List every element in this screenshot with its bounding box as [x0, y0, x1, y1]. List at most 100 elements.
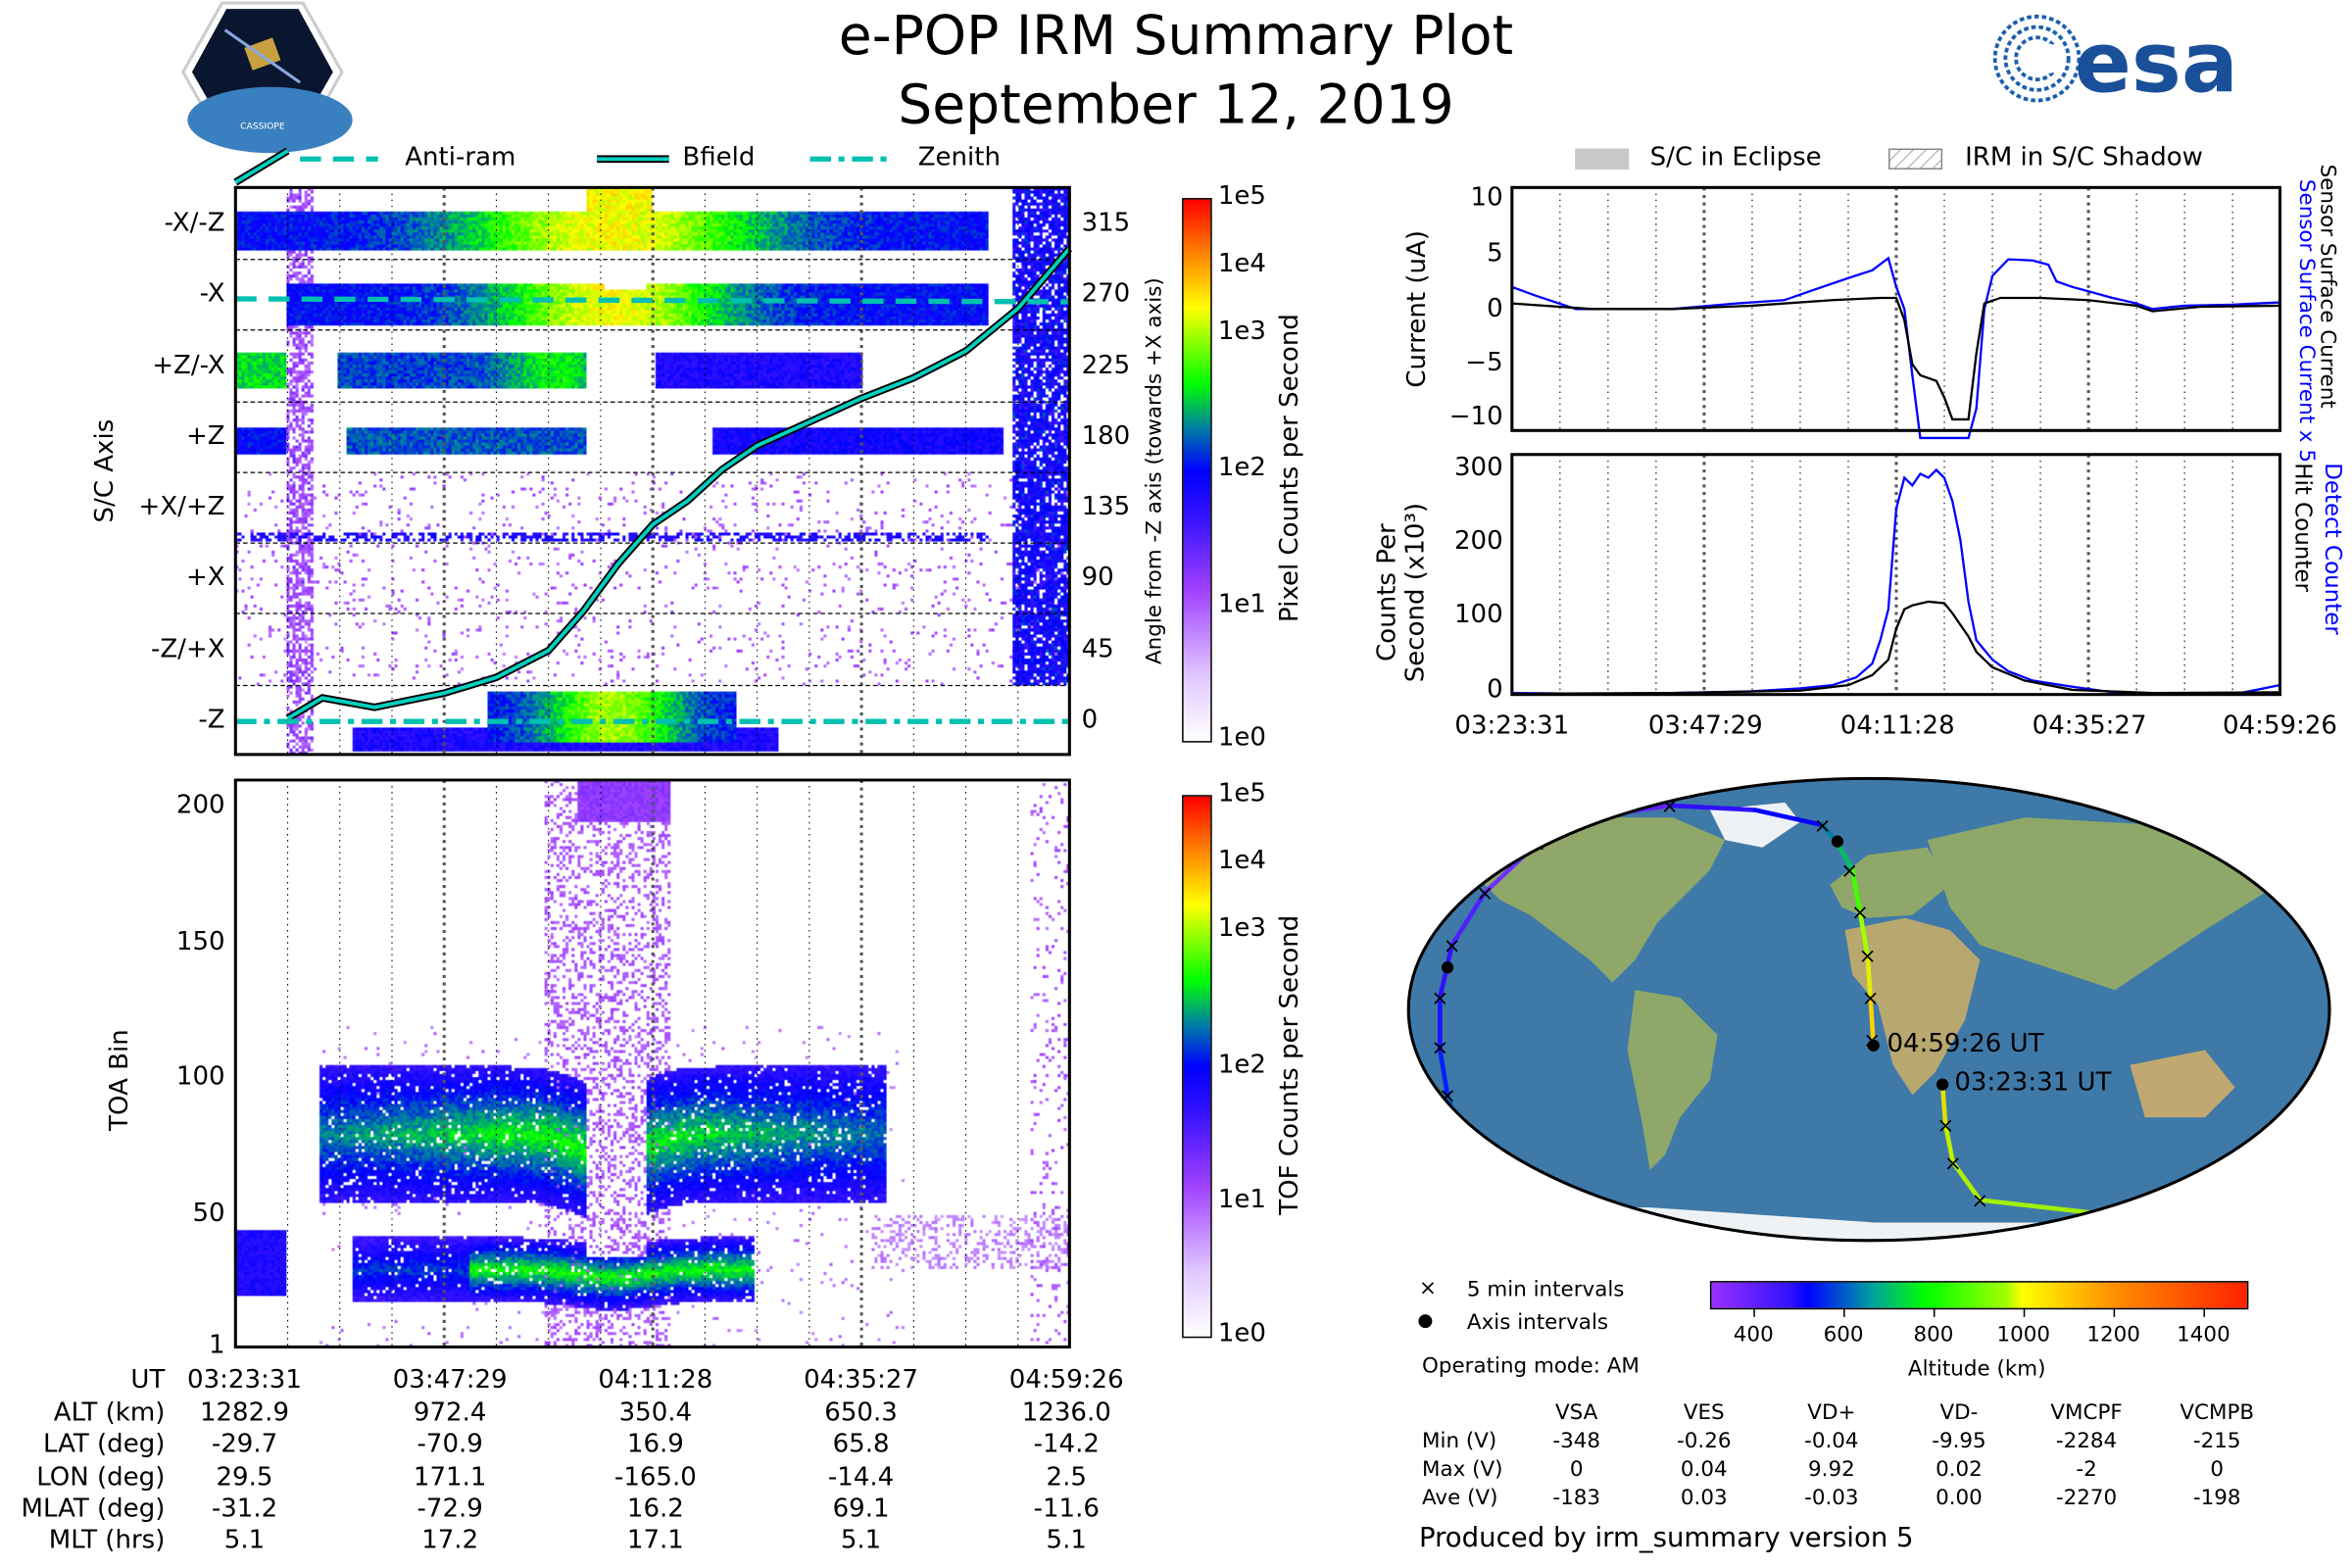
axis-interval-marker-icon [2215, 1186, 2228, 1199]
info-cell: 2.5 [1046, 1462, 1087, 1493]
pixel-colorbar-tick-label: 1e4 [1217, 249, 1266, 279]
current-plot [1511, 187, 2280, 440]
five-min-marker-icon: × [1431, 987, 1448, 1011]
tof-colorbar-tick-label: 1e2 [1217, 1050, 1266, 1081]
current-tick-label: 0 [1487, 293, 1503, 324]
counts-ylabel-line2: Second (x10³) [1400, 502, 1432, 683]
info-cell: 972.4 [413, 1397, 487, 1429]
legend-zenith: Zenith [917, 142, 1001, 173]
five-min-marker-icon: × [1450, 1132, 1468, 1156]
sc-axis-tick-label: -Z/+X [150, 634, 225, 665]
altitude-tick-label: 1400 [2177, 1322, 2230, 1348]
tof-colorbar-tick-label: 1e1 [1217, 1185, 1266, 1215]
tof-counts-colorbar [1182, 795, 1212, 1339]
orbit-track-segment [1667, 803, 1758, 812]
five-min-marker-icon: × [1944, 1152, 1962, 1176]
info-cell: 5.1 [223, 1525, 266, 1556]
voltage-cell: -0.03 [1804, 1486, 1859, 1511]
toa-bin-label: TOA Bin [105, 1029, 135, 1131]
voltage-cell: 0.02 [1936, 1457, 1983, 1483]
current-series-1 [1511, 296, 2280, 421]
altitude-tick-mark [1843, 1307, 1845, 1317]
altitude-tick-mark [2203, 1307, 2205, 1317]
counts-frame [1510, 453, 2282, 697]
voltage-cell: -2270 [2055, 1486, 2118, 1511]
info-row-label: MLAT (deg) [21, 1494, 166, 1525]
operating-mode: Operating mode: AM [1422, 1354, 1640, 1379]
info-cell: 03:47:29 [392, 1364, 508, 1396]
angle-tick-label: 315 [1081, 208, 1131, 239]
voltage-header: VES [1683, 1400, 1725, 1426]
voltage-row-label: Min (V) [1422, 1429, 1497, 1454]
voltage-cell: -198 [2192, 1486, 2241, 1511]
angle-tick-label: 225 [1081, 351, 1131, 381]
altitude-tick-label: 800 [1913, 1322, 1954, 1348]
orbit-track-segment [1857, 909, 1870, 958]
legend-shadow: IRM in S/C Shadow [1965, 142, 2203, 173]
angle-tick-label: 45 [1081, 634, 1114, 665]
time-tick-label: 03:23:31 [1454, 710, 1570, 742]
hit-counter-label: Hit Counter [2289, 463, 2318, 592]
info-cell: 350.4 [618, 1397, 693, 1429]
figure-subtitle: September 12, 2019 [898, 74, 1454, 137]
info-cell: -70.9 [416, 1429, 483, 1460]
detect-counter-label: Detect Counter [2320, 463, 2347, 635]
voltage-cell: -0.26 [1677, 1429, 1732, 1454]
voltage-cell: -183 [1552, 1486, 1600, 1511]
orbit-track-segment [1752, 808, 1825, 828]
pixel-colorbar-tick-label: 1e5 [1217, 181, 1266, 212]
five-min-marker-icon: × [1814, 813, 1832, 838]
voltage-cell: -348 [1552, 1429, 1600, 1454]
pixel-colorbar-tick-label: 1e2 [1217, 453, 1266, 483]
altitude-tick-mark [2113, 1307, 2116, 1317]
voltage-header: VD+ [1807, 1400, 1856, 1426]
axis-interval-marker-icon: ● [1417, 1309, 1434, 1331]
info-cell: 04:35:27 [804, 1364, 918, 1396]
orbit-start-label: 03:23:31 UT [1954, 1067, 2112, 1099]
orbit-track-segment [1849, 867, 1863, 914]
toa-bin-tick-label: 200 [175, 790, 225, 821]
sc-axis-tick-label: +X [185, 562, 225, 593]
info-cell: -165.0 [613, 1462, 697, 1493]
voltage-cell: 0 [1569, 1457, 1584, 1483]
altitude-tick-label: 600 [1823, 1322, 1864, 1348]
voltage-cell: -2284 [2055, 1429, 2118, 1454]
info-cell: 04:11:28 [598, 1364, 713, 1396]
pixel-counts-colorbar [1182, 198, 1212, 743]
five-min-marker-icon: × [1431, 1036, 1448, 1060]
current-tick-label: −5 [1465, 348, 1503, 378]
time-tick-label: 03:47:29 [1647, 710, 1763, 742]
sensor-surface-current-x5-label: Sensor Surface Current x 5 [2294, 178, 2319, 464]
angle-tick-label: 90 [1081, 562, 1114, 593]
axis-interval-marker-icon [1831, 835, 1844, 848]
info-cell: 16.2 [626, 1494, 684, 1525]
sc-axis-tick-label: -X [199, 278, 225, 310]
altitude-tick-mark [1753, 1307, 1755, 1317]
info-cell: 17.1 [626, 1525, 684, 1556]
altitude-tick-mark [2023, 1307, 2026, 1317]
sc-axis-tick-label: -Z [198, 705, 225, 735]
orbit-track-segment [1868, 995, 1877, 1049]
voltage-cell: 0.04 [1680, 1457, 1728, 1483]
angle-tick-label: 0 [1081, 705, 1099, 735]
five-min-marker-icon: × [1840, 858, 1858, 883]
info-cell: 03:23:31 [187, 1364, 302, 1396]
figure-title: e-POP IRM Summary Plot [838, 6, 1514, 68]
altitude-tick-label: 400 [1733, 1322, 1774, 1348]
voltage-header: VD- [1939, 1400, 1979, 1426]
tof-colorbar-tick-label: 1e5 [1217, 778, 1266, 808]
sc-axis-tick-label: +X/+Z [138, 492, 225, 522]
orbit-track-segment [1449, 890, 1488, 948]
five-min-marker-icon: × [2233, 1171, 2251, 1196]
info-cell: 1236.0 [1021, 1397, 1111, 1429]
current-frame [1510, 185, 2282, 432]
zenith-dashdot-line-icon [809, 156, 895, 162]
legend-5min: 5 min intervals [1466, 1278, 1625, 1302]
info-row-label: ALT (km) [53, 1397, 166, 1429]
counts-series-1 [1511, 600, 2280, 696]
counts-plot [1511, 454, 2280, 696]
cassiope-logo-text: CASSIOPE [240, 122, 285, 132]
voltage-cell: 0.03 [1680, 1486, 1728, 1511]
info-cell: -72.9 [416, 1494, 483, 1525]
